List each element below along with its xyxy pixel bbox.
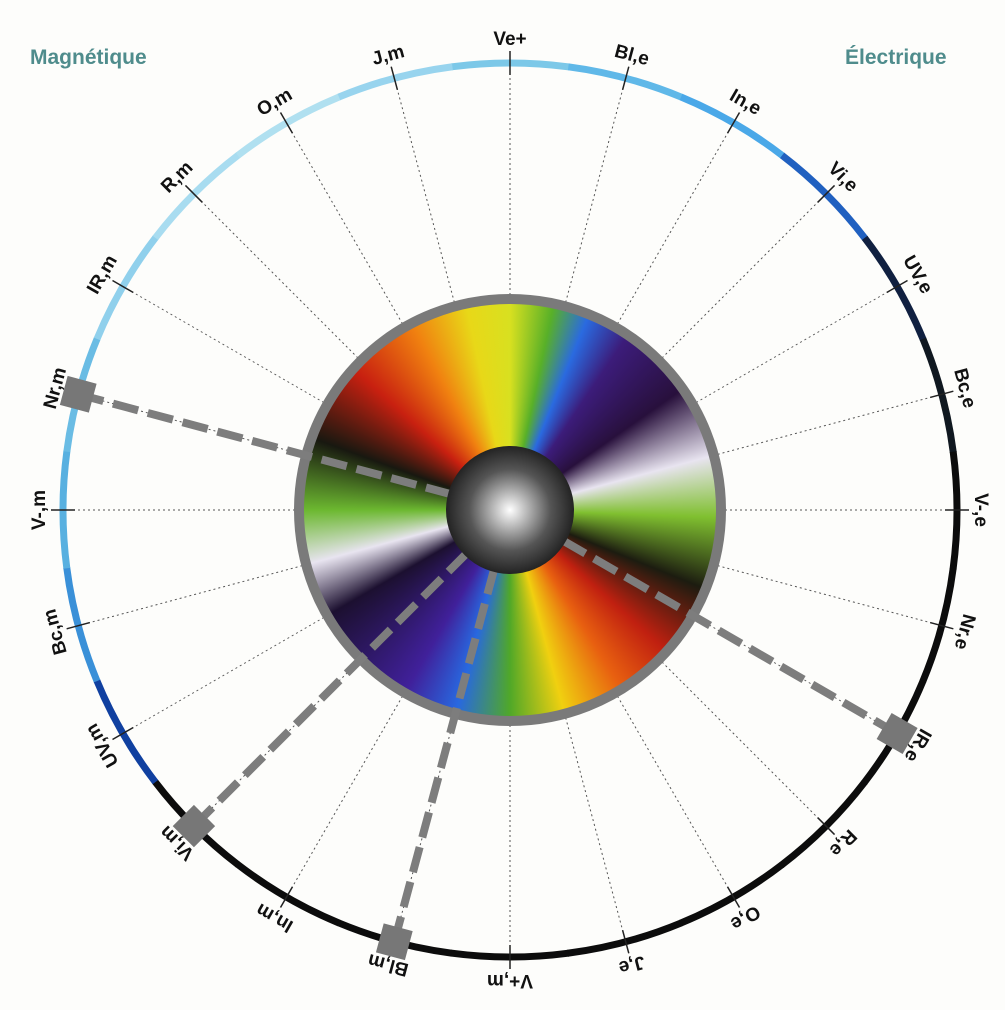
tick [621, 929, 630, 954]
tick [929, 621, 954, 630]
dashed-link [559, 536, 900, 737]
tick [726, 886, 741, 908]
tick [621, 66, 630, 91]
dashed-link [77, 390, 454, 499]
tick [112, 726, 134, 741]
position-label: V-,m [29, 490, 50, 530]
square-marker [876, 713, 918, 754]
position-label: Ve+ [493, 29, 526, 50]
dashed-link [191, 549, 471, 829]
square-marker [375, 923, 413, 961]
tick [390, 66, 399, 91]
tick [184, 184, 203, 203]
tick [66, 621, 91, 630]
right-heading: Électrique [845, 46, 947, 69]
disc-rim [294, 294, 726, 726]
tick [279, 112, 294, 134]
dashed-link [390, 566, 499, 943]
tick [817, 184, 836, 203]
tick [726, 112, 741, 134]
position-label: V+,m [487, 970, 533, 991]
tick [112, 279, 134, 294]
tick [279, 886, 294, 908]
tick [886, 279, 908, 294]
left-heading: Magnétique [30, 46, 147, 69]
square-marker [59, 375, 97, 413]
tick [929, 390, 954, 399]
position-label: V-,e [970, 493, 991, 527]
tick [817, 817, 836, 836]
center-sphere [446, 446, 574, 574]
